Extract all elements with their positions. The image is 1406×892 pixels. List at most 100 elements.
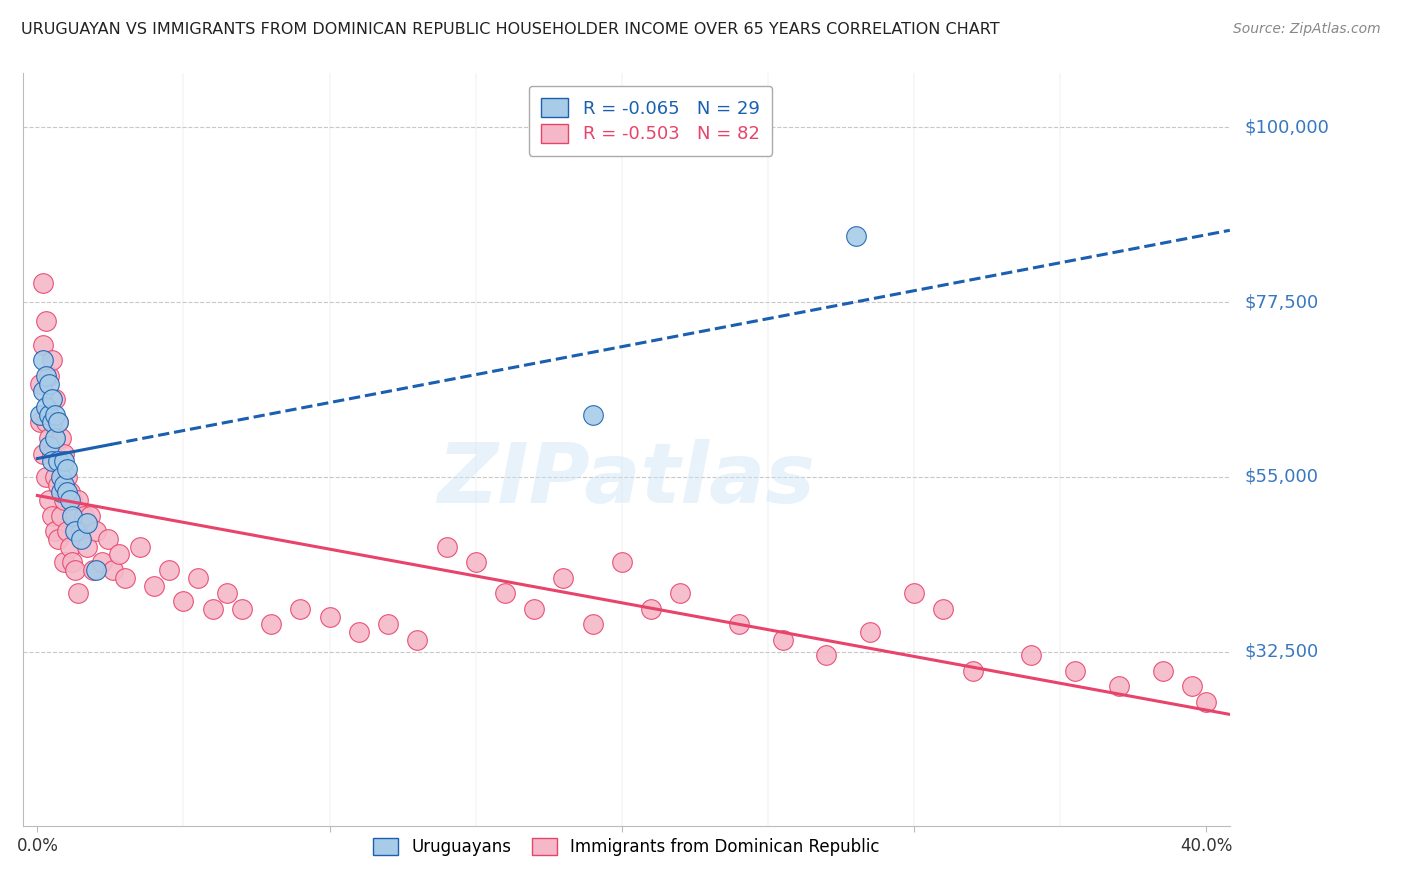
Point [44,408,66,422]
Point [76,516,98,531]
Point [90,555,112,569]
Point [41,416,63,430]
Point [640,602,662,616]
Point [38,493,60,508]
Point [35,314,58,328]
Point [347,625,370,640]
Point [903,586,925,600]
Point [96,532,118,546]
Point [35,368,58,383]
Point [41,392,63,406]
Point [157,563,180,577]
Text: $77,500: $77,500 [1244,293,1319,311]
Point [79,508,101,523]
Point [231,602,253,616]
Point [318,609,340,624]
Point [377,617,399,632]
Point [582,617,605,632]
Point [65,524,87,538]
Point [114,571,136,585]
Point [494,586,516,600]
Text: $100,000: $100,000 [1244,119,1329,136]
Point [610,555,633,569]
Point [727,617,749,632]
Point [84,524,107,538]
Point [962,664,984,678]
Point [859,625,882,640]
Point [523,602,546,616]
Point [67,493,90,508]
Point [46,416,69,430]
Point [103,563,125,577]
Point [46,477,69,491]
Point [84,563,107,577]
Point [58,493,80,508]
Point [62,508,84,523]
Point [30,376,52,391]
Point [932,602,955,616]
Point [128,540,150,554]
Text: $55,000: $55,000 [1244,467,1319,486]
Point [82,563,104,577]
Point [30,408,52,422]
Point [46,416,69,430]
Point [815,648,838,663]
Point [65,508,87,523]
Text: ZIPatlas: ZIPatlas [437,439,815,520]
Point [406,632,429,647]
Point [41,508,63,523]
Point [49,470,72,484]
Point [436,540,458,554]
Point [38,376,60,391]
Point [1063,664,1085,678]
Point [35,416,58,430]
Text: Source: ZipAtlas.com: Source: ZipAtlas.com [1233,22,1381,37]
Point [55,470,77,484]
Point [38,431,60,445]
Point [65,563,87,577]
Point [1152,664,1174,678]
Point [1019,648,1042,663]
Point [44,524,66,538]
Point [52,446,75,460]
Point [1181,680,1204,694]
Point [62,555,84,569]
Point [260,617,283,632]
Point [67,586,90,600]
Point [669,586,692,600]
Point [582,408,605,422]
Point [772,632,794,647]
Point [30,416,52,430]
Text: $32,500: $32,500 [1244,642,1319,661]
Point [46,454,69,468]
Point [38,439,60,453]
Point [58,540,80,554]
Point [41,353,63,368]
Point [143,578,166,592]
Point [62,493,84,508]
Point [290,602,312,616]
Legend: Uruguayans, Immigrants from Dominican Republic: Uruguayans, Immigrants from Dominican Re… [367,831,886,863]
Point [52,477,75,491]
Point [1195,695,1218,709]
Point [52,555,75,569]
Point [32,353,55,368]
Point [201,602,224,616]
Point [55,485,77,500]
Point [108,548,131,562]
Point [553,571,575,585]
Point [44,392,66,406]
Point [49,485,72,500]
Point [32,276,55,290]
Point [38,408,60,422]
Point [35,470,58,484]
Point [46,532,69,546]
Point [187,571,209,585]
Point [217,586,239,600]
Point [70,532,93,546]
Point [41,446,63,460]
Point [173,594,195,608]
Point [32,338,55,352]
Point [70,524,93,538]
Point [41,454,63,468]
